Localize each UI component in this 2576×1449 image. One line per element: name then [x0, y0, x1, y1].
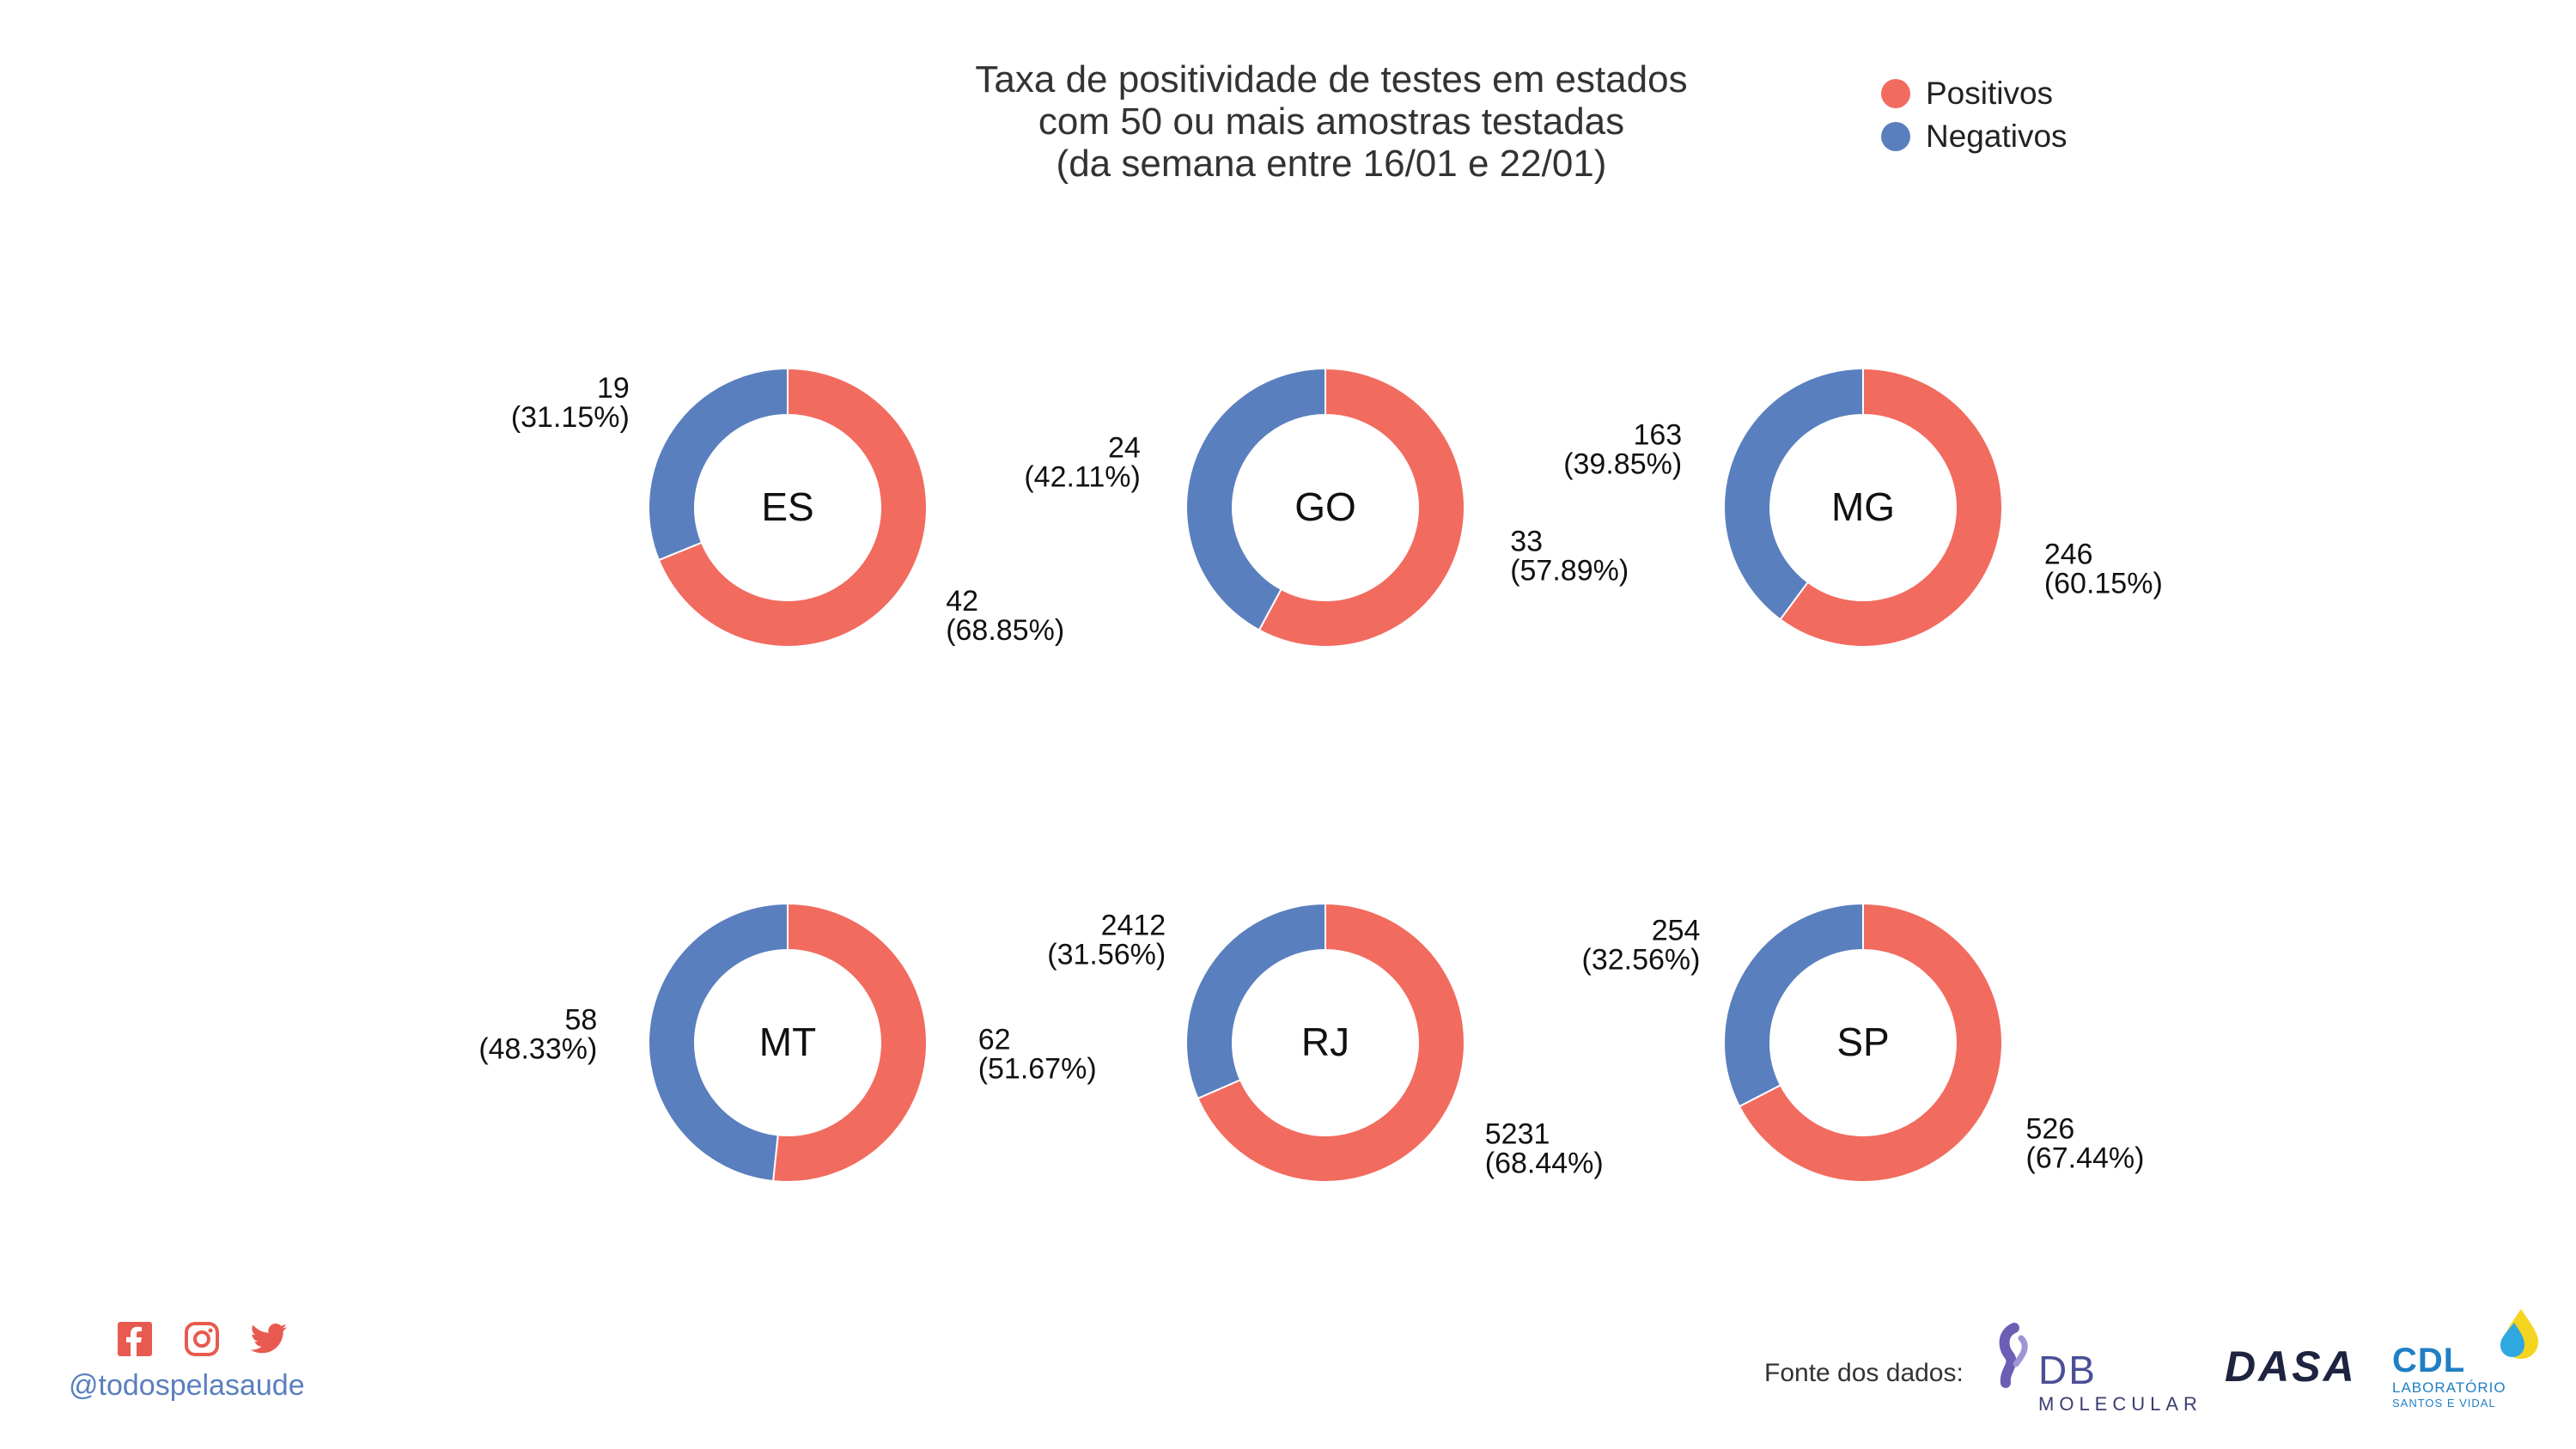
data-label-es-positivos-value: 42	[946, 585, 978, 618]
title-line-2: com 50 ou mais amostras testadas	[1038, 100, 1625, 143]
slice-mt-positivos[interactable]	[771, 902, 929, 1183]
data-label-rj-negativos-percent: (31.56%)	[1047, 938, 1166, 971]
db-molecular-logo: DB MOLECULAR	[1997, 1321, 2199, 1416]
cdl-logo-main: CDL	[2392, 1342, 2466, 1379]
data-label-sp-positivos-value: 526	[2026, 1113, 2075, 1146]
slice-mg-positivos[interactable]	[1779, 367, 2003, 648]
chart-title: Taxa de positividade de testes em estado…	[0, 58, 2576, 185]
instagram-icon[interactable]	[182, 1319, 222, 1359]
slice-rj-positivos[interactable]	[1197, 902, 1465, 1183]
title-line-1: Taxa de positividade de testes em estado…	[975, 58, 1688, 100]
data-label-es-negativos-value: 19	[597, 372, 630, 405]
data-label-go-positivos-percent: (57.89%)	[1510, 554, 1629, 587]
db-molecular-logo-main: DB	[2038, 1348, 2097, 1392]
data-label-mt-negativos-percent: (48.33%)	[478, 1032, 597, 1065]
legend-swatch-positivos	[1881, 79, 1910, 108]
donut-center-label-go: GO	[1294, 484, 1356, 529]
donut-center-label-mg: MG	[1831, 484, 1895, 529]
cdl-logo-sub2: SANTOS E VIDAL	[2392, 1397, 2496, 1409]
data-label-es-positivos-percent: (68.85%)	[946, 614, 1064, 647]
dasa-logo-text: DASA	[2225, 1342, 2357, 1391]
data-label-mt-negativos-value: 58	[564, 1003, 597, 1036]
data-label-sp-positivos-percent: (67.44%)	[2026, 1142, 2145, 1175]
cdl-logo-sub1: LABORATÓRIO	[2392, 1379, 2506, 1396]
data-label-go-negativos-percent: (42.11%)	[1024, 461, 1140, 494]
data-label-rj-negativos-value: 2412	[1101, 909, 1166, 941]
data-label-mg-positivos-percent: (60.15%)	[2044, 568, 2163, 600]
cdl-logo: CDL LABORATÓRIO SANTOS E VIDAL	[2392, 1306, 2547, 1417]
data-label-go-positivos-value: 33	[1510, 525, 1543, 557]
dasa-logo: DASA	[2225, 1342, 2358, 1393]
data-label-sp-negativos-percent: (32.56%)	[1582, 943, 1701, 976]
facebook-icon[interactable]	[115, 1319, 155, 1359]
data-label-es-negativos-percent: (31.15%)	[511, 401, 630, 434]
data-label-mt-positivos-percent: (51.67%)	[978, 1053, 1097, 1086]
data-label-mg-positivos-value: 246	[2044, 539, 2093, 571]
title-line-3: (da semana entre 16/01 e 22/01)	[1056, 143, 1607, 185]
donut-sp: SP	[1723, 902, 2003, 1183]
social-handle[interactable]: @todospelasaude	[69, 1369, 305, 1402]
data-label-go-negativos-value: 24	[1108, 432, 1141, 465]
legend: Positivos Negativos	[1881, 72, 2067, 158]
slice-go-positivos[interactable]	[1258, 367, 1465, 648]
donut-go: GO	[1185, 367, 1465, 648]
donut-es: ES	[648, 367, 928, 648]
slice-mt-negativos[interactable]	[648, 902, 789, 1183]
slice-rj-negativos[interactable]	[1185, 902, 1326, 1100]
slice-es-negativos[interactable]	[648, 367, 789, 562]
donut-center-label-mt: MT	[759, 1020, 816, 1064]
twitter-icon[interactable]	[249, 1319, 289, 1359]
legend-swatch-negativos	[1881, 122, 1910, 151]
legend-label-negativos: Negativos	[1926, 119, 2067, 154]
donut-rj: RJ	[1185, 902, 1465, 1183]
donut-center-label-es: ES	[761, 484, 813, 529]
source-label: Fonte dos dados:	[1764, 1359, 1964, 1387]
slice-es-positivos[interactable]	[657, 367, 928, 648]
slice-sp-negativos[interactable]	[1723, 902, 1864, 1108]
donut-mt: MT	[648, 902, 929, 1183]
data-label-sp-negativos-value: 254	[1652, 914, 1701, 947]
db-molecular-logo-sub: MOLECULAR	[2038, 1393, 2202, 1415]
slice-go-negativos[interactable]	[1185, 367, 1326, 631]
social-footer: @todospelasaude	[69, 1319, 305, 1403]
slice-sp-positivos[interactable]	[1738, 902, 2003, 1183]
legend-item-negativos[interactable]: Negativos	[1881, 115, 2067, 158]
legend-item-positivos[interactable]: Positivos	[1881, 72, 2067, 115]
donut-center-label-rj: RJ	[1301, 1020, 1349, 1064]
legend-label-positivos: Positivos	[1926, 76, 2054, 111]
donut-mg: MG	[1723, 367, 2003, 648]
slice-mg-negativos[interactable]	[1723, 367, 1864, 621]
data-label-mg-negativos-percent: (39.85%)	[1563, 447, 1682, 480]
donut-center-label-sp: SP	[1836, 1020, 1889, 1064]
data-label-mt-positivos-value: 62	[978, 1024, 1011, 1056]
data-label-rj-positivos-percent: (68.44%)	[1485, 1148, 1604, 1180]
data-label-rj-positivos-value: 5231	[1485, 1118, 1550, 1151]
data-label-mg-negativos-value: 163	[1633, 418, 1682, 451]
social-icons	[115, 1319, 305, 1359]
